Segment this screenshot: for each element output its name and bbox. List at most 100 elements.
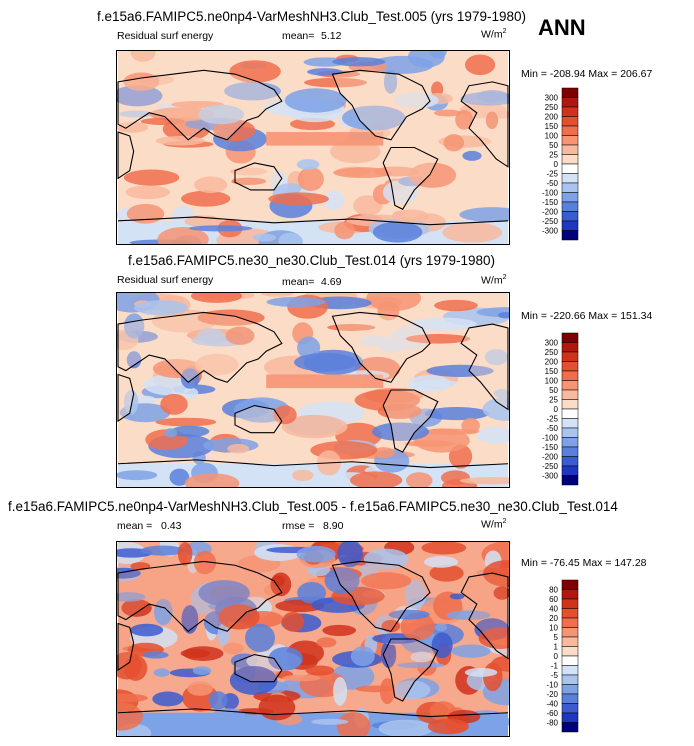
map-field-blob [305, 665, 335, 676]
map-field-blob [261, 293, 294, 297]
map-field-blob [142, 651, 169, 659]
map-field-blob [342, 105, 406, 131]
map-field-blob [117, 85, 163, 107]
colorbar-label: 50 [549, 386, 558, 395]
map-field-blob [140, 545, 185, 556]
colorbar-label: 300 [545, 94, 559, 103]
map-field-blob [134, 300, 188, 316]
map-field-blob [198, 104, 245, 125]
colorbar-box [561, 693, 579, 704]
map-coastline [117, 459, 509, 469]
colorbar-box [561, 125, 579, 136]
map-field-blob [380, 640, 397, 669]
map-field-blob [397, 662, 445, 669]
map-field-blob [408, 162, 457, 188]
map-field-blob [211, 708, 247, 726]
map-field-blob [369, 55, 434, 74]
map-field-blob [155, 136, 205, 146]
colorbar-label: 40 [549, 605, 558, 614]
panel-2-title: f.e15a6.FAMIPC5.ne30_ne30.Club_Test.014 … [128, 253, 495, 268]
map-field-blob [476, 90, 509, 103]
map-field-blob [184, 473, 240, 487]
map-field-blob [455, 109, 473, 130]
panel-1-title: f.e15a6.FAMIPC5.ne0np4-VarMeshNH3.Club_T… [97, 9, 526, 24]
colorbar-box [561, 674, 579, 685]
map-field-blob [155, 417, 217, 427]
colorbar-label: 25 [549, 151, 558, 160]
map-field-blob [358, 335, 392, 347]
map-coastline [117, 560, 283, 632]
map-field-blob [459, 476, 509, 485]
map-coastline [117, 311, 283, 383]
panel-1-mean-value: 5.12 [321, 30, 342, 42]
map-field-blob [140, 117, 185, 125]
map-field-blob [268, 192, 329, 206]
map-field-blob [153, 668, 170, 677]
map-field-blob [410, 317, 477, 331]
colorbar-label: 50 [549, 141, 558, 150]
colorbar-label: 250 [545, 348, 559, 357]
map-field-blob [349, 471, 403, 487]
map-field-blob [433, 109, 462, 117]
map-field-blob [493, 638, 509, 646]
map-field-blob [123, 389, 139, 415]
map-field-blob [493, 389, 509, 398]
colorbar-box [561, 201, 579, 212]
map-field-blob [371, 422, 430, 441]
map-field-blob [388, 609, 430, 620]
colorbar-box [561, 684, 579, 695]
map-field-blob [393, 680, 431, 700]
map-field-blob [245, 623, 276, 653]
colorbar-label: -25 [546, 170, 558, 179]
colorbar-box [561, 646, 579, 657]
map-field-blob [429, 51, 447, 59]
map-field-blob [372, 221, 423, 243]
colorbar-box [561, 627, 579, 638]
map-coastline [234, 404, 283, 434]
colorbar-box [561, 182, 579, 193]
map-coastline [331, 560, 431, 632]
panel-1-variable: Residual surf energy [117, 30, 214, 42]
panel-2-mean-label: mean= [282, 276, 315, 288]
map-field-blob [196, 328, 225, 345]
colorbar-label: 10 [549, 624, 558, 633]
map-field-blob [410, 651, 434, 663]
map-coastline [117, 69, 283, 141]
colorbar-label: 0 [554, 652, 559, 661]
map-field-blob [404, 440, 456, 447]
map-field-blob [188, 225, 253, 232]
map-field-blob [268, 646, 303, 671]
panel-2-units: W/m2 [481, 274, 506, 287]
colorbar-label: 150 [545, 122, 559, 131]
colorbar-label: -10 [546, 681, 558, 690]
map-field-blob [440, 470, 471, 485]
map-field-blob [451, 644, 491, 658]
map-field-blob [336, 712, 371, 736]
colorbar-label: 0 [554, 405, 559, 414]
map-field-blob [126, 351, 142, 369]
colorbar-box [561, 475, 579, 486]
panel-1-minmax: Min = -208.94 Max = 206.67 [521, 68, 653, 80]
map-field-blob [330, 139, 381, 164]
map-field-blob [152, 691, 184, 707]
map-field-blob [231, 177, 267, 185]
colorbar-label: 300 [545, 339, 559, 348]
map-field-blob [498, 311, 509, 319]
colorbar-label: 25 [549, 396, 558, 405]
colorbar-box [561, 370, 579, 381]
map-field-blob [296, 159, 320, 170]
map-coastline [234, 162, 283, 191]
map-field-blob [334, 221, 355, 240]
map-field-blob [427, 718, 470, 735]
map-field-blob [482, 396, 509, 422]
colorbar-label: -20 [546, 690, 558, 699]
map-field-blob [493, 586, 509, 600]
colorbar-label: 20 [549, 614, 558, 623]
colorbar-label: 150 [545, 367, 559, 376]
panel-1-units: W/m2 [481, 28, 506, 41]
map-field-blob [476, 426, 509, 444]
colorbar-box [561, 598, 579, 609]
panel-3-title: f.e15a6.FAMIPC5.ne0np4-VarMeshNH3.Club_T… [8, 499, 618, 514]
map-field-blob [332, 57, 386, 67]
